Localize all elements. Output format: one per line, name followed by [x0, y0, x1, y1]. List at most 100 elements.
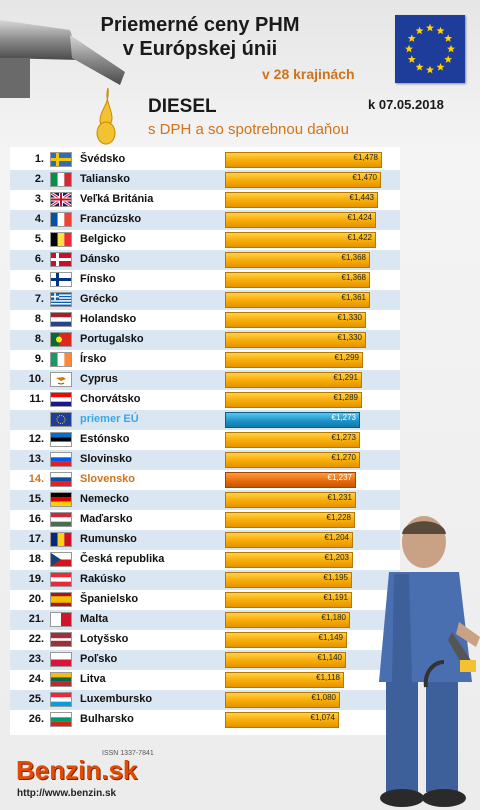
rank-label: 26. [28, 713, 44, 725]
country-flag-icon [50, 512, 72, 527]
data-label: €1,149 [318, 633, 343, 642]
title-line-3: v 28 krajinách [262, 66, 355, 82]
rank-label: 25. [28, 693, 44, 705]
category-label: Rumunsko [80, 533, 137, 545]
category-label: Španielsko [80, 593, 139, 605]
subtitle: s DPH a so spotrebnou daňou [148, 121, 349, 138]
category-label: Cyprus [80, 373, 118, 385]
category-label: Nemecko [80, 493, 129, 505]
country-flag-icon [50, 412, 72, 427]
data-label: €1,289 [333, 393, 358, 402]
chart-row: 24. Litva €1,118 [10, 670, 400, 690]
country-flag-icon [50, 612, 72, 627]
bar [225, 212, 376, 228]
country-flag-icon [50, 632, 72, 647]
rank-label: 17. [28, 533, 44, 545]
country-flag-icon [50, 712, 72, 727]
category-label: Lotyšsko [80, 633, 129, 645]
fuel-type: DIESEL [148, 96, 217, 117]
country-flag-icon [50, 232, 72, 247]
data-label: €1,204 [324, 533, 349, 542]
data-label: €1,424 [347, 213, 372, 222]
category-label: Taliansko [80, 173, 130, 185]
chart-row: 22. Lotyšsko €1,149 [10, 630, 400, 650]
rank-label: 24. [28, 673, 44, 685]
chart-row: 1. Švédsko €1,478 [10, 150, 400, 170]
chart-row: 8. Holandsko €1,330 [10, 310, 400, 330]
bar [225, 712, 339, 728]
bar [225, 652, 346, 668]
country-flag-icon [50, 592, 72, 607]
bar [225, 272, 370, 288]
data-label: €1,195 [323, 573, 348, 582]
data-label: €1,422 [347, 233, 372, 242]
data-label: €1,231 [327, 493, 352, 502]
rank-label: 8. [34, 313, 44, 325]
category-label: Fínsko [80, 273, 116, 285]
chart-row: 21. Malta €1,180 [10, 610, 400, 630]
chart-row: 15. Nemecko €1,231 [10, 490, 400, 510]
country-flag-icon [50, 352, 72, 367]
chart-row: 23. Poľsko €1,140 [10, 650, 400, 670]
data-label: €1,237 [327, 473, 352, 482]
eu-star-icon [444, 34, 453, 42]
title-line-2: v Európskej únii [122, 38, 278, 60]
chart-row: 6. Dánsko €1,368 [10, 250, 400, 270]
bar [225, 292, 370, 308]
country-flag-icon [50, 272, 72, 287]
country-flag-icon [50, 532, 72, 547]
data-label: €1,299 [334, 353, 359, 362]
chart-row: 9. Írsko €1,299 [10, 350, 400, 370]
eu-star-icon [436, 26, 445, 35]
data-label: €1,180 [321, 613, 346, 622]
category-label: Slovensko [80, 473, 136, 485]
category-label: priemer EÚ [80, 413, 139, 425]
bar [225, 612, 350, 628]
rank-label: 6. [34, 253, 44, 265]
category-label: Írsko [80, 353, 107, 365]
bar [225, 592, 352, 608]
benzin-logo[interactable]: Benzin.sk [16, 755, 138, 785]
eu-star-icon [447, 44, 455, 53]
rank-label: 10. [28, 373, 44, 385]
bar [225, 232, 376, 248]
bar [225, 392, 362, 408]
category-label: Rakúsko [80, 573, 126, 585]
bar [225, 672, 344, 688]
rank-label: 23. [28, 653, 44, 665]
category-label: Belgicko [80, 233, 126, 245]
rank-label: 19. [28, 573, 44, 585]
eu-star-icon [405, 44, 413, 53]
country-flag-icon [50, 252, 72, 267]
chart-row: 3. Veľká Británia €1,443 [10, 190, 400, 210]
eu-star-icon [415, 62, 424, 71]
data-label: €1,443 [349, 193, 374, 202]
country-flag-icon [50, 432, 72, 447]
data-label: €1,330 [337, 313, 362, 322]
rank-label: 14. [28, 473, 44, 485]
rank-label: 20. [28, 593, 44, 605]
rank-label: 16. [28, 513, 44, 525]
bar [225, 452, 360, 468]
rank-label: 4. [34, 213, 44, 225]
bar [225, 512, 355, 528]
chart-row: 16. Maďarsko €1,228 [10, 510, 400, 530]
eu-star-icon [436, 62, 445, 71]
eu-star-icon [407, 55, 416, 63]
country-flag-icon [50, 392, 72, 407]
bar [225, 692, 340, 708]
category-label: Bulharsko [80, 713, 134, 725]
data-label: €1,140 [317, 653, 342, 662]
date: k 07.05.2018 [368, 97, 444, 112]
country-flag-icon [50, 652, 72, 667]
category-label: Maďarsko [80, 513, 133, 525]
chart-row: 7. Grécko €1,361 [10, 290, 400, 310]
chart-row: 26. Bulharsko €1,074 [10, 710, 400, 730]
category-label: Malta [80, 613, 109, 625]
title-line-1: Priemerné ceny PHM [100, 14, 300, 36]
website-link[interactable]: http://www.benzin.sk [17, 788, 117, 799]
bar [225, 532, 353, 548]
eu-star-icon [444, 55, 453, 63]
category-label: Švédsko [80, 153, 126, 165]
bar [225, 312, 366, 328]
